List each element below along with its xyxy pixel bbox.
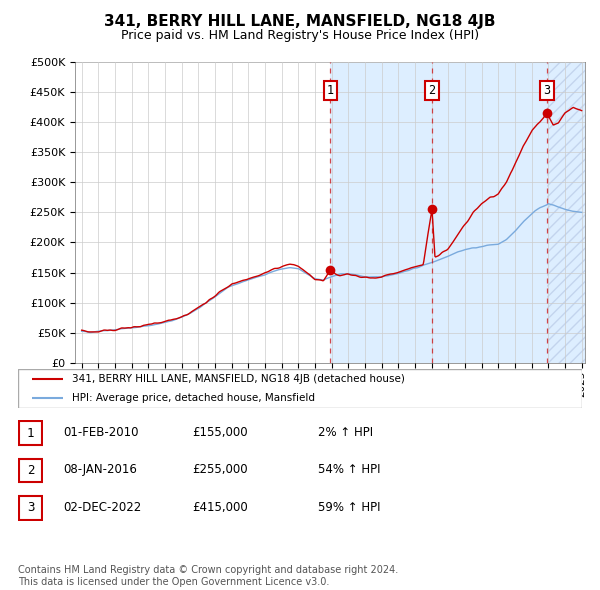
Text: 08-JAN-2016: 08-JAN-2016 (63, 463, 137, 477)
Text: 341, BERRY HILL LANE, MANSFIELD, NG18 4JB (detached house): 341, BERRY HILL LANE, MANSFIELD, NG18 4J… (71, 375, 404, 385)
Text: 1: 1 (327, 84, 334, 97)
Text: 59% ↑ HPI: 59% ↑ HPI (318, 500, 380, 514)
Bar (547, 62, 585, 363)
Text: Contains HM Land Registry data © Crown copyright and database right 2024.
This d: Contains HM Land Registry data © Crown c… (18, 565, 398, 587)
Text: Price paid vs. HM Land Registry's House Price Index (HPI): Price paid vs. HM Land Registry's House … (121, 30, 479, 42)
Text: 2: 2 (27, 464, 34, 477)
Text: £255,000: £255,000 (192, 463, 248, 477)
Text: 3: 3 (544, 84, 551, 97)
Text: 2: 2 (428, 84, 436, 97)
Text: 1: 1 (27, 427, 34, 440)
Text: £415,000: £415,000 (192, 500, 248, 514)
Text: 2% ↑ HPI: 2% ↑ HPI (318, 426, 373, 440)
Text: 341, BERRY HILL LANE, MANSFIELD, NG18 4JB: 341, BERRY HILL LANE, MANSFIELD, NG18 4J… (104, 14, 496, 29)
Text: HPI: Average price, detached house, Mansfield: HPI: Average price, detached house, Mans… (71, 392, 314, 402)
Text: £155,000: £155,000 (192, 426, 248, 440)
Text: 54% ↑ HPI: 54% ↑ HPI (318, 463, 380, 477)
Bar (432, 62, 547, 363)
Text: 02-DEC-2022: 02-DEC-2022 (63, 500, 141, 514)
Bar (547, 62, 585, 363)
Text: 01-FEB-2010: 01-FEB-2010 (63, 426, 139, 440)
Bar (331, 62, 432, 363)
Text: 3: 3 (27, 501, 34, 514)
